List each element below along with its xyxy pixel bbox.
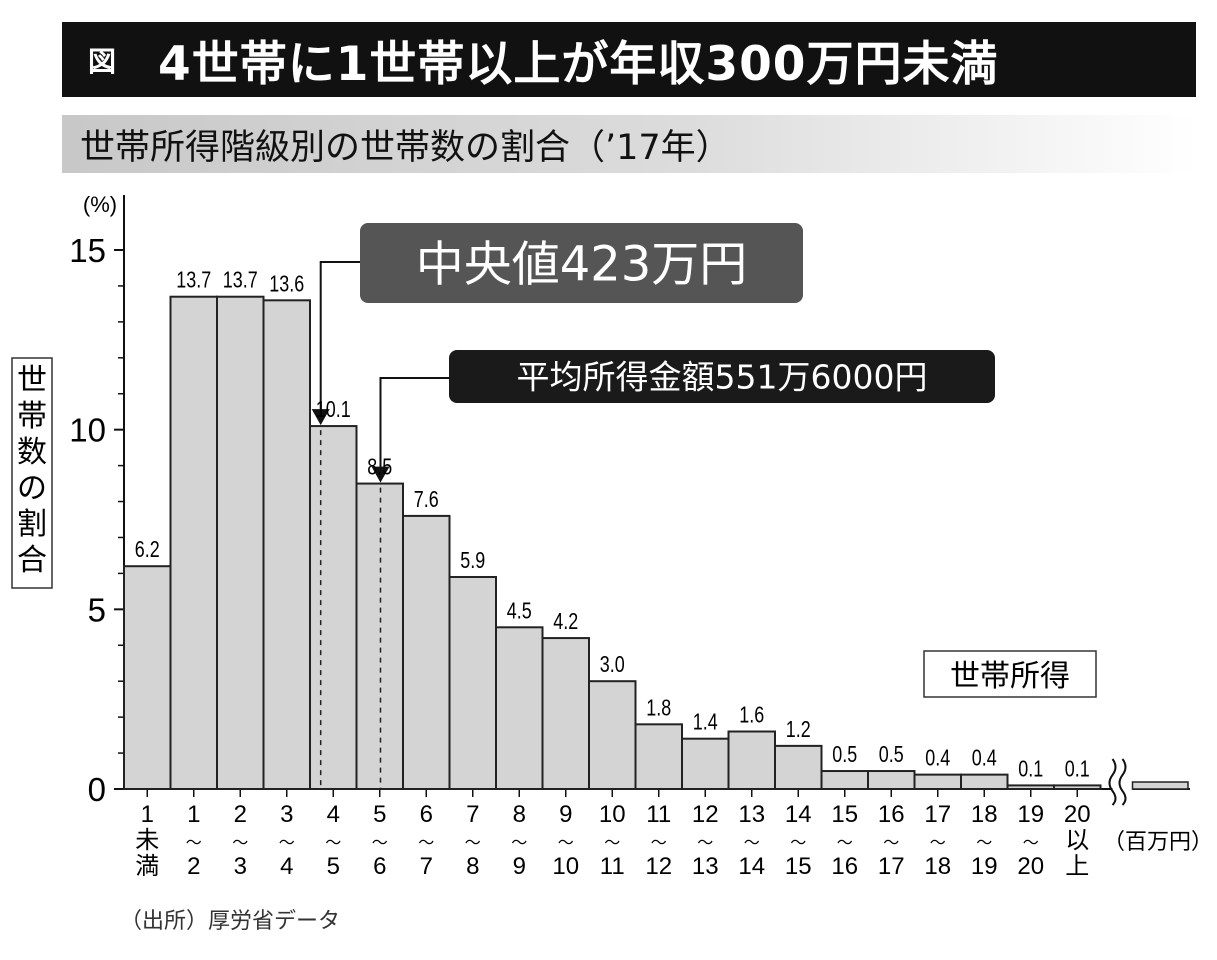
- bar-value-label: 1.2: [786, 717, 811, 743]
- bar-value-label: 0.5: [879, 742, 904, 768]
- bar-value-label: 3.0: [600, 652, 625, 678]
- bar-value-label: 1.8: [646, 695, 671, 721]
- subtitle-bar: 世帯所得階級別の世帯数の割合（’17年）: [62, 115, 1196, 173]
- x-unit-label: （百万円）: [1103, 830, 1213, 855]
- bar-value-label: 0.4: [972, 746, 997, 772]
- y-unit-label: (%): [83, 192, 117, 217]
- source-note: （出所）厚労省データ: [120, 909, 341, 934]
- y-tick-label: 0: [88, 771, 106, 808]
- x-tick-label: 13 〜 14: [738, 801, 765, 880]
- x-tick-label: 3 〜 4: [279, 801, 295, 880]
- bar-extension: [1131, 781, 1189, 790]
- x-tick-label: 6 〜 7: [418, 801, 434, 880]
- x-tick-label: 10 〜 11: [599, 801, 626, 880]
- bar-value-label: 4.2: [553, 609, 578, 635]
- bar: [913, 773, 962, 790]
- bar: [1053, 784, 1102, 791]
- x-tick-label: 11 〜 12: [645, 801, 672, 880]
- bar: [495, 626, 544, 790]
- bar: [216, 295, 265, 790]
- bar: [774, 744, 823, 791]
- bar-value-label: 1.4: [693, 710, 718, 736]
- x-tick-label: 1 未満: [135, 801, 159, 880]
- bar-value-label: 0.1: [1065, 756, 1090, 782]
- chart-subtitle: 世帯所得階級別の世帯数の割合（’17年）: [80, 127, 731, 168]
- y-tick-label: 5: [88, 591, 106, 628]
- title-bar: 図 4世帯に1世帯以上が年収300万円未満: [62, 22, 1196, 97]
- bar: [820, 770, 869, 790]
- bar-value-label: 0.5: [832, 742, 857, 768]
- axis-break-mark: [1108, 758, 1117, 806]
- bar-value-label: 4.5: [507, 598, 532, 624]
- bar-value-label: 6.2: [135, 537, 160, 563]
- bar: [309, 425, 358, 790]
- x-axis-title-box: [923, 650, 1097, 698]
- bar-value-label: 13.7: [223, 268, 258, 294]
- chart-labels: 0 5 10 15 (%) 世帯数の割合 6.2 1 未満 13.7 1 〜 2 13.7 2 〜 3 13.6 3…: [11, 192, 1213, 880]
- x-tick-label: 2 〜 3: [232, 801, 248, 880]
- bar-value-label: 10.1: [316, 397, 351, 423]
- bar-value-label: 7.6: [414, 487, 439, 513]
- y-axis-title-box: [11, 357, 53, 589]
- x-tick-label: 20 以上: [1064, 801, 1091, 880]
- bar-value-label: 5.9: [460, 548, 485, 574]
- median-annotation-arrow: [311, 409, 330, 426]
- bar: [681, 737, 730, 791]
- x-tick-label: 9 〜 10: [552, 801, 579, 880]
- bar: [1006, 784, 1055, 791]
- bar-value-label: 13.7: [176, 268, 211, 294]
- axis-break-mark: [1118, 758, 1127, 806]
- bar-value-label: 0.4: [925, 746, 950, 772]
- x-axis-title: 世帯所得: [950, 659, 1070, 694]
- bar: [541, 637, 590, 791]
- chart-bars: [123, 295, 1189, 791]
- bar: [634, 723, 683, 791]
- bar-value-label: 8.5: [367, 454, 392, 480]
- bar-value-label: 1.6: [739, 702, 764, 728]
- y-tick-label: 15: [69, 232, 106, 269]
- x-tick-label: 4 〜 5: [325, 801, 341, 880]
- bar: [867, 770, 916, 790]
- x-tick-label: 15 〜 16: [831, 801, 858, 880]
- x-tick-label: 18 〜 19: [971, 801, 998, 880]
- x-tick-label: 8 〜 9: [511, 801, 527, 880]
- y-tick-label: 10: [69, 412, 106, 449]
- bar: [262, 299, 311, 790]
- bar: [402, 514, 451, 790]
- bar: [588, 680, 637, 791]
- median-annotation-label: 中央値423万円: [416, 236, 748, 292]
- x-tick-label: 17 〜 18: [924, 801, 951, 880]
- x-tick-label: 12 〜 13: [692, 801, 719, 880]
- bar: [960, 773, 1009, 790]
- mean-annotation-arrow: [371, 466, 390, 483]
- x-tick-label: 14 〜 15: [785, 801, 812, 880]
- y-axis-title: 世帯数の割合: [17, 363, 47, 578]
- x-tick-label: 19 〜 20: [1017, 801, 1044, 880]
- x-tick-label: 7 〜 8: [465, 801, 481, 880]
- x-tick-label: 16 〜 17: [878, 801, 905, 880]
- mean-annotation-leader: [379, 377, 449, 468]
- bar-value-label: 0.1: [1018, 756, 1043, 782]
- x-tick-label: 1 〜 2: [186, 801, 202, 880]
- bar: [727, 730, 776, 790]
- chart-title: 4世帯に1世帯以上が年収300万円未満: [158, 37, 999, 92]
- median-annotation-box: [360, 223, 803, 303]
- bar: [448, 575, 497, 791]
- mean-annotation-label: 平均所得金額551万6000円: [517, 357, 928, 396]
- x-tick-label: 5 〜 6: [372, 801, 388, 880]
- figure-tag: 図: [88, 44, 117, 78]
- bar: [123, 565, 172, 790]
- bar: [169, 295, 218, 790]
- mean-annotation-box: [449, 350, 995, 403]
- median-annotation-leader: [319, 261, 360, 411]
- bar-value-label: 13.6: [269, 271, 304, 297]
